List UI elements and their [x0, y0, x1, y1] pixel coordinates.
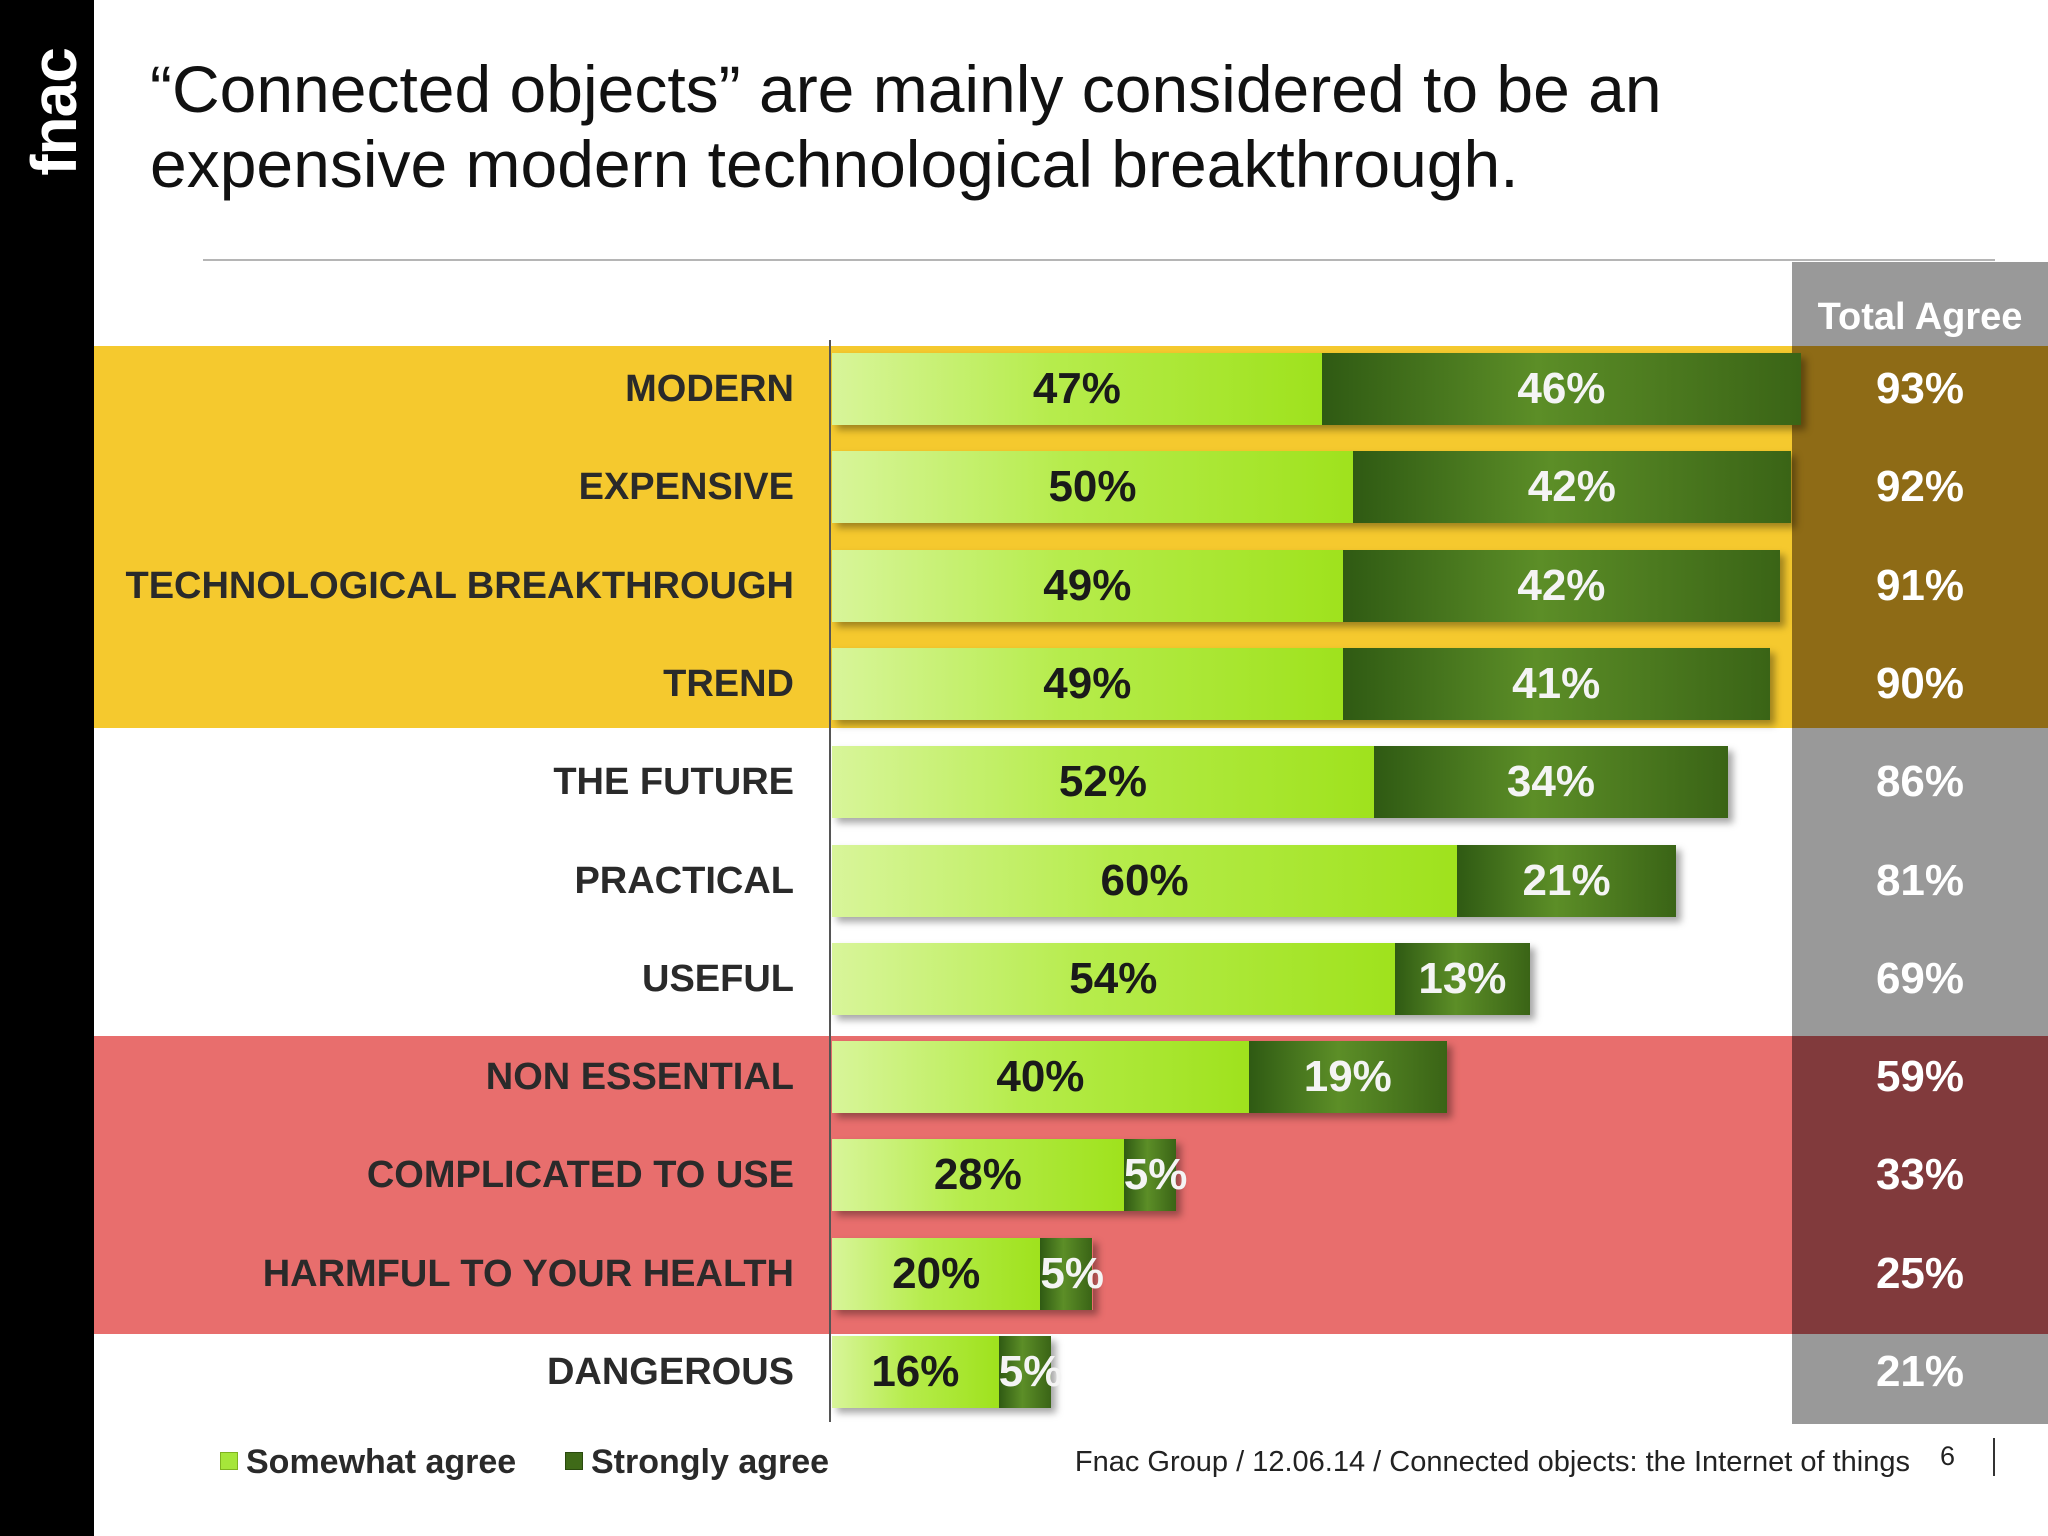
total-agree-value: 93% [1875, 364, 1965, 413]
category-label: PRACTICAL [574, 859, 794, 902]
page-number-divider [1993, 1438, 1995, 1476]
fnac-logo: fnac [18, 48, 90, 176]
legend-label-strongly: Strongly agree [591, 1443, 830, 1481]
bar-segment-somewhat-agree: 28% [832, 1139, 1124, 1212]
total-agree-value: 25% [1875, 1248, 1965, 1298]
total-agree-column: Total Agree [1792, 262, 2048, 1424]
stacked-bar: 40% 19% [832, 1041, 1447, 1114]
stacked-bar: 16% 5% [832, 1336, 1062, 1408]
page-title: “Connected objects” are mainly considere… [150, 52, 1662, 201]
bar-segment-strongly-agree: 46% [1321, 353, 1802, 425]
bar-segment-strongly-agree: 5% [1040, 1237, 1104, 1310]
category-label: DANGEROUS [546, 1351, 794, 1393]
total-agree-value: 33% [1875, 1150, 1965, 1200]
bar-segment-strongly-agree: 41% [1342, 647, 1770, 720]
stacked-bar: 50% 42% [832, 451, 1791, 524]
bar-segment-strongly-agree: 42% [1342, 549, 1781, 622]
category-label: USEFUL [642, 957, 794, 1000]
bar-segment-strongly-agree: 19% [1248, 1041, 1447, 1114]
bar-segment-somewhat-agree: 20% [832, 1237, 1041, 1310]
bar-segment-somewhat-agree: 52% [832, 746, 1374, 819]
stacked-bar: 54% 13% [832, 942, 1531, 1015]
category-label: HARMFUL TO YOUR HEALTH [262, 1252, 794, 1295]
bar-segment-somewhat-agree: 60% [832, 844, 1458, 917]
bar-segment-strongly-agree: 5% [1123, 1139, 1187, 1212]
category-label: THE FUTURE [553, 761, 794, 804]
total-column-band-negative [1792, 1036, 2048, 1334]
category-label: EXPENSIVE [578, 466, 794, 509]
stacked-bar: 49% 42% [832, 549, 1781, 622]
title-divider [203, 259, 1995, 261]
bar-segment-somewhat-agree: 16% [832, 1336, 999, 1408]
bar-segment-somewhat-agree: 47% [832, 353, 1322, 425]
total-agree-value: 91% [1875, 560, 1965, 610]
legend-label-somewhat: Somewhat agree [246, 1443, 517, 1481]
total-agree-header: Total Agree [1817, 296, 2023, 338]
category-label: TREND [663, 662, 794, 705]
bar-segment-somewhat-agree: 49% [832, 549, 1343, 622]
total-agree-value: 69% [1875, 953, 1965, 1003]
legend-item-strongly: Strongly agree [565, 1442, 829, 1482]
stacked-bar: 52% 34% [832, 746, 1729, 819]
total-agree-value: 86% [1875, 757, 1965, 807]
chart-axis-line [829, 340, 831, 1422]
total-agree-value: 92% [1875, 462, 1965, 512]
brand-sidebar: fnac [0, 0, 94, 1536]
total-column-band-positive [1792, 346, 2048, 728]
bar-segment-somewhat-agree: 50% [832, 451, 1353, 524]
stacked-bar: 47% 46% [832, 353, 1802, 425]
total-agree-value: 59% [1875, 1052, 1965, 1102]
bar-segment-somewhat-agree: 54% [832, 942, 1395, 1015]
legend-swatch-somewhat [220, 1452, 238, 1471]
category-label: TECHNOLOGICAL BREAKTHROUGH [125, 564, 794, 607]
total-agree-value: 90% [1875, 658, 1965, 708]
bar-segment-strongly-agree: 13% [1394, 942, 1531, 1015]
category-label: MODERN [625, 368, 794, 410]
stacked-bar: 60% 21% [832, 844, 1676, 917]
bar-segment-somewhat-agree: 40% [832, 1041, 1249, 1114]
bar-segment-strongly-agree: 5% [998, 1336, 1062, 1408]
bar-segment-somewhat-agree: 49% [832, 647, 1343, 720]
page-number: 6 [1940, 1441, 1956, 1471]
bar-segment-strongly-agree: 34% [1373, 746, 1729, 819]
bar-segment-strongly-agree: 21% [1457, 844, 1676, 917]
bar-segment-strongly-agree: 42% [1353, 451, 1791, 524]
legend-item-somewhat: Somewhat agree [220, 1442, 516, 1482]
category-label: COMPLICATED TO USE [366, 1154, 794, 1197]
total-agree-value: 81% [1875, 855, 1965, 905]
stacked-bar: 28% 5% [832, 1139, 1187, 1212]
category-label: NON ESSENTIAL [485, 1056, 794, 1099]
stacked-bar: 20% 5% [832, 1237, 1104, 1310]
stacked-bar: 49% 41% [832, 647, 1770, 720]
total-agree-value: 21% [1875, 1347, 1965, 1396]
legend-swatch-strongly [565, 1452, 583, 1471]
footer-source: Fnac Group / 12.06.14 / Connected object… [1074, 1446, 1910, 1478]
